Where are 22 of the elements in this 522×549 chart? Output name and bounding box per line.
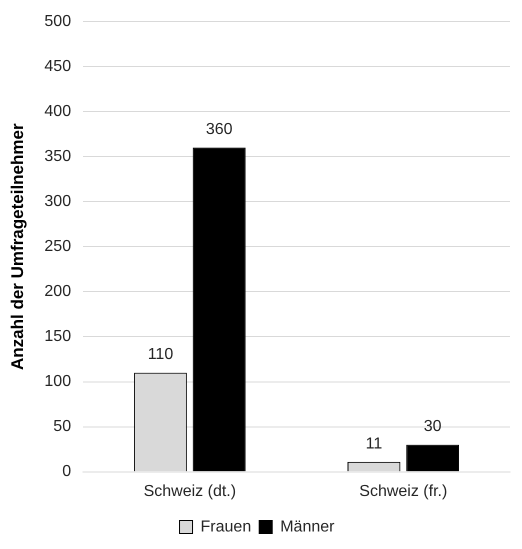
data-label: 360 bbox=[206, 121, 233, 138]
y-tick-label: 0 bbox=[62, 463, 72, 480]
y-tick-label: 500 bbox=[44, 13, 72, 30]
y-tick-label: 450 bbox=[44, 58, 72, 76]
x-tick-label: Schweiz (dt.) bbox=[144, 482, 236, 500]
data-label: 11 bbox=[366, 435, 382, 452]
legend-label: Frauen bbox=[200, 518, 252, 536]
y-tick-label: 200 bbox=[44, 283, 72, 300]
y-tick-label: 400 bbox=[44, 103, 72, 120]
y-tick-label: 350 bbox=[44, 148, 72, 166]
bar bbox=[406, 444, 460, 472]
y-tick-label: 150 bbox=[44, 328, 72, 346]
x-tick-label: Schweiz (fr.) bbox=[359, 482, 448, 500]
data-label: 110 bbox=[148, 346, 174, 364]
y-tick-label: 100 bbox=[44, 373, 72, 390]
data-label: 30 bbox=[424, 418, 442, 436]
bar bbox=[192, 148, 246, 472]
y-axis-title: Anzahl der Umfrageteilnehmer bbox=[8, 123, 27, 370]
y-tick-label: 250 bbox=[44, 238, 72, 256]
legend-label: Männer bbox=[280, 518, 336, 536]
y-tick-label: 300 bbox=[44, 193, 72, 210]
y-tick-label: 50 bbox=[53, 418, 72, 436]
